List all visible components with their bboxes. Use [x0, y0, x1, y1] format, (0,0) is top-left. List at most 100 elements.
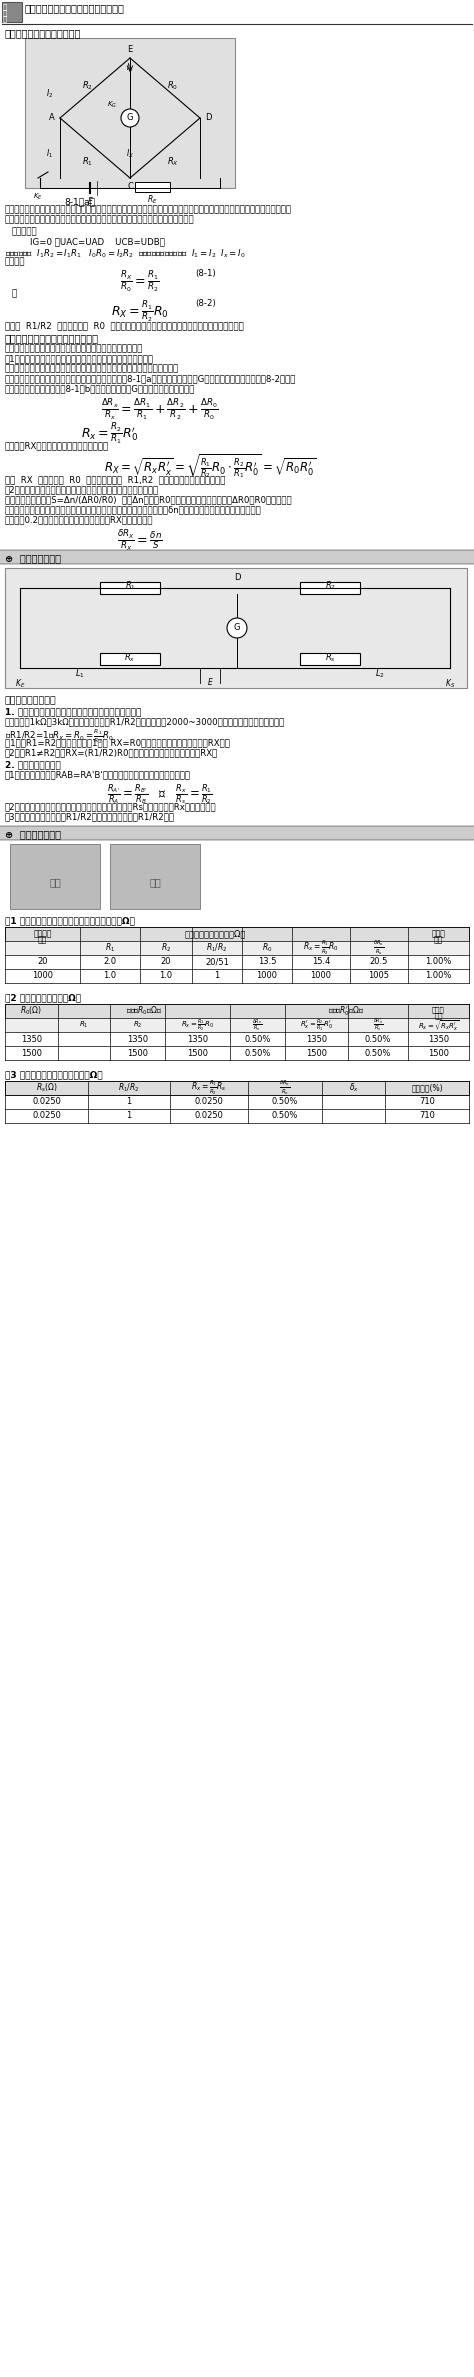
Text: $R_1$: $R_1$	[125, 580, 136, 592]
Text: $R_2$: $R_2$	[82, 81, 92, 93]
Text: 实验原理（注意：原理图、测试公式）: 实验原理（注意：原理图、测试公式）	[25, 2, 125, 12]
Text: （3）联接好后检查，调节R1/R2，使电桥平衡，读出R1/R2值。: （3）联接好后检查，调节R1/R2，使电桥平衡，读出R1/R2值。	[5, 813, 175, 820]
Bar	[5, 1003, 469, 1017]
Text: $E$: $E$	[87, 195, 93, 207]
Text: 可用交换法减小和修正这一系统误差。方法是：先用图8-1（a）接好电桥，调节使G中无电流，记下值可由式（8-2）求。: 可用交换法减小和修正这一系统误差。方法是：先用图8-1（a）接好电桥，调节使G中…	[5, 373, 296, 383]
Text: 15.4: 15.4	[312, 958, 330, 967]
Text: $E$: $E$	[207, 675, 213, 687]
Text: $I_0$: $I_0$	[126, 62, 134, 74]
Text: 如电阻约在1kΩ到3kΩ之间，调节比例臂R1/R2，使其读数在2000~3000范围内来提高有效数字位数。: 如电阻约在1kΩ到3kΩ之间，调节比例臂R1/R2，使其读数在2000~3000…	[5, 718, 285, 725]
Text: $R_x$: $R_x$	[124, 651, 136, 663]
Text: ⊕  实验数据及处理: ⊕ 实验数据及处理	[5, 830, 61, 839]
Circle shape	[121, 109, 139, 126]
Text: $\frac{R_{A'}}{R_A}=\frac{R_{B'}}{R_B}$   且   $\frac{R_x}{R_s}=\frac{R_1}{R_2}$: $\frac{R_{A'}}{R_A}=\frac{R_{B'}}{R_B}$ …	[107, 782, 213, 806]
Text: $R_1$: $R_1$	[82, 157, 92, 169]
Text: $R_0$: $R_0$	[167, 81, 179, 93]
Bar	[110, 844, 200, 908]
Text: 1350: 1350	[187, 1034, 208, 1044]
Text: G: G	[234, 623, 240, 632]
Text: $R_E$: $R_E$	[146, 195, 157, 207]
Text: 两次测量RX值可以相差很大，取几何平均值: 两次测量RX值可以相差很大，取几何平均值	[5, 442, 109, 449]
Text: $R_s$: $R_s$	[325, 651, 336, 663]
Text: D: D	[205, 114, 211, 124]
Text: 电阻箱: 电阻箱	[432, 1005, 445, 1013]
Text: 惠斯通电桥测量结果（Ω）: 惠斯通电桥测量结果（Ω）	[184, 929, 246, 939]
Text: 验: 验	[3, 10, 7, 17]
Text: A: A	[49, 114, 55, 124]
Text: 0.0250: 0.0250	[194, 1112, 223, 1120]
Text: $R_x'=\frac{R_2}{R_1}R_0'$: $R_x'=\frac{R_2}{R_1}R_0'$	[300, 1017, 333, 1034]
Text: 1.00%: 1.00%	[425, 958, 452, 967]
Text: 2. 开尔文电桥测低阻: 2. 开尔文电桥测低阻	[5, 761, 61, 770]
Text: 实: 实	[3, 2, 7, 10]
Text: $\delta_x$: $\delta_x$	[348, 1082, 358, 1093]
Text: 计算过程：: 计算过程：	[12, 226, 37, 235]
Text: 0.50%: 0.50%	[244, 1034, 271, 1044]
Text: 精度: 精度	[434, 1013, 443, 1020]
Text: $\frac{\delta R_x}{R_x}$: $\frac{\delta R_x}{R_x}$	[374, 939, 385, 958]
Text: 0.50%: 0.50%	[272, 1112, 298, 1120]
Text: ⊕  实验电路及实验: ⊕ 实验电路及实验	[5, 554, 61, 563]
Text: 原理二：用交换法计算消更准确值。: 原理二：用交换法计算消更准确值。	[5, 333, 99, 342]
Text: 20/51: 20/51	[205, 958, 229, 967]
Text: $R_2$: $R_2$	[161, 941, 171, 953]
Circle shape	[227, 618, 247, 637]
Bar	[0, 549, 474, 563]
Text: 然后将和交换（互易）如图8-1（b）所示，再调节使G中无电流，记下值，可得: 然后将和交换（互易）如图8-1（b）所示，再调节使G中无电流，记下值，可得	[5, 385, 195, 392]
Text: 710: 710	[419, 1112, 435, 1120]
Text: (8-1): (8-1)	[195, 269, 216, 278]
Bar	[100, 582, 160, 594]
Text: 8-1（a）: 8-1（a）	[64, 197, 95, 207]
Text: $R_X=\frac{R_1}{R_2}R_0$: $R_X=\frac{R_1}{R_2}R_0$	[111, 300, 169, 323]
Text: 1350: 1350	[306, 1034, 327, 1044]
Text: $\frac{R_X}{R_0}=\frac{R_1}{R_2}$: $\frac{R_X}{R_0}=\frac{R_1}{R_2}$	[120, 269, 160, 295]
Text: 灵敏度越高，说明电桥越能感受微小的不平衡，对结果的判断越准确。设δn为目测检流计时的指针最小分辨格数: 灵敏度越高，说明电桥越能感受微小的不平衡，对结果的判断越准确。设δn为目测检流计…	[5, 504, 262, 513]
Text: 报: 报	[3, 14, 7, 21]
Text: $R_2$: $R_2$	[325, 580, 336, 592]
Text: $R_2$: $R_2$	[133, 1020, 142, 1029]
Text: 表2 用交换法测量数据（Ω）: 表2 用交换法测量数据（Ω）	[5, 994, 81, 1003]
Bar	[5, 1082, 469, 1096]
Text: 2.0: 2.0	[103, 958, 117, 967]
Text: 0.50%: 0.50%	[244, 1048, 271, 1058]
Text: 1000: 1000	[256, 972, 277, 979]
Text: 1000: 1000	[32, 972, 53, 979]
Bar	[0, 825, 474, 839]
Text: 1350: 1350	[21, 1034, 42, 1044]
Text: 13.5: 13.5	[258, 958, 276, 967]
Text: （1）若R1=R2时，即比例臂为1，则 RX=R0，然后读出比较臂阻值，即得RX值。: （1）若R1=R2时，即比例臂为1，则 RX=R0，然后读出比较臂阻值，即得RX…	[5, 737, 230, 746]
Bar	[135, 183, 170, 193]
Text: 如图，联成一个四边形，每一边称为电桥的一个臂；对角和加上电源，而在对角、间连接检流计，用以比较这两点间电位，所谓: 如图，联成一个四边形，每一边称为电桥的一个臂；对角和加上电源，而在对角、间连接检…	[5, 204, 292, 214]
Text: (8-2): (8-2)	[195, 300, 216, 309]
Text: 0.0250: 0.0250	[32, 1098, 61, 1108]
Text: IG=0 则UAC=UAD    UCB=UDB。: IG=0 则UAC=UAD UCB=UDB。	[30, 238, 165, 245]
Text: 1500: 1500	[306, 1048, 327, 1058]
Text: 相对误差(%): 相对误差(%)	[411, 1084, 443, 1093]
Text: $\frac{\delta R_X}{R_X}=\frac{\delta n}{S}$: $\frac{\delta R_X}{R_X}=\frac{\delta n}{…	[117, 528, 163, 554]
Text: 710: 710	[419, 1098, 435, 1108]
Text: 0.0250: 0.0250	[32, 1112, 61, 1120]
Text: 20.5: 20.5	[370, 958, 388, 967]
Text: 误差来源有两个：一是、、本身的误差；一是电桥的灵敏度。: 误差来源有两个：一是、、本身的误差；一是电桥的灵敏度。	[5, 345, 143, 354]
Text: $R_1/R_2$: $R_1/R_2$	[118, 1082, 140, 1093]
Text: （2）比例臂调节参数同惠斯通电桥，不同的是，比较臂Rs为已知低阻，Rx为待测低阻。: （2）比例臂调节参数同惠斯通电桥，不同的是，比较臂Rs为已知低阻，Rx为待测低阻…	[5, 801, 217, 811]
Text: $K_E$: $K_E$	[33, 193, 43, 202]
Text: （2）若R1≠R2时，RX=(R1/R2)R0，读出比较臂阻值，由公式可求RX。: （2）若R1≠R2时，RX=(R1/R2)R0，读出比较臂阻值，由公式可求RX。	[5, 749, 218, 756]
Text: 1350: 1350	[428, 1034, 449, 1044]
Text: $R_0$: $R_0$	[262, 941, 272, 953]
Text: 1: 1	[127, 1098, 132, 1108]
Text: 1. 用惠斯通电桥测量阻值在几欧到几十千欧之间的电阻: 1. 用惠斯通电桥测量阻值在几欧到几十千欧之间的电阻	[5, 706, 141, 715]
Text: （一般取0.2格），则由于灵敏度有限引起的RX的相对误差为: （一般取0.2格），则由于灵敏度有限引起的RX的相对误差为	[5, 516, 154, 523]
Bar	[2, 2, 22, 21]
Bar	[10, 844, 100, 908]
Text: 1500: 1500	[428, 1048, 449, 1058]
Text: 被测电阻: 被测电阻	[33, 929, 52, 939]
Text: $R_X$: $R_X$	[167, 157, 179, 169]
Text: $K_E$: $K_E$	[15, 677, 25, 689]
Text: 一）测量结果处理：: 一）测量结果处理：	[5, 696, 57, 706]
Text: 表3 开尔文电桥测量数据（单位：Ω）: 表3 开尔文电桥测量数据（单位：Ω）	[5, 1070, 103, 1079]
Bar	[300, 654, 360, 666]
Text: 交换前$R_0$（Ω）: 交换前$R_0$（Ω）	[126, 1005, 162, 1017]
Text: 由此推定得到  $I_1R_2=I_1R_1$   $I_0R_0=I_2R_2$  检流计中无电流流过，故  $I_1=I_2$  $I_x=I_0$: 由此推定得到 $I_1R_2=I_1R_1$ $I_0R_0=I_2R_2$ 检…	[5, 247, 246, 259]
Text: $R_1/R_2$: $R_1/R_2$	[206, 941, 228, 953]
